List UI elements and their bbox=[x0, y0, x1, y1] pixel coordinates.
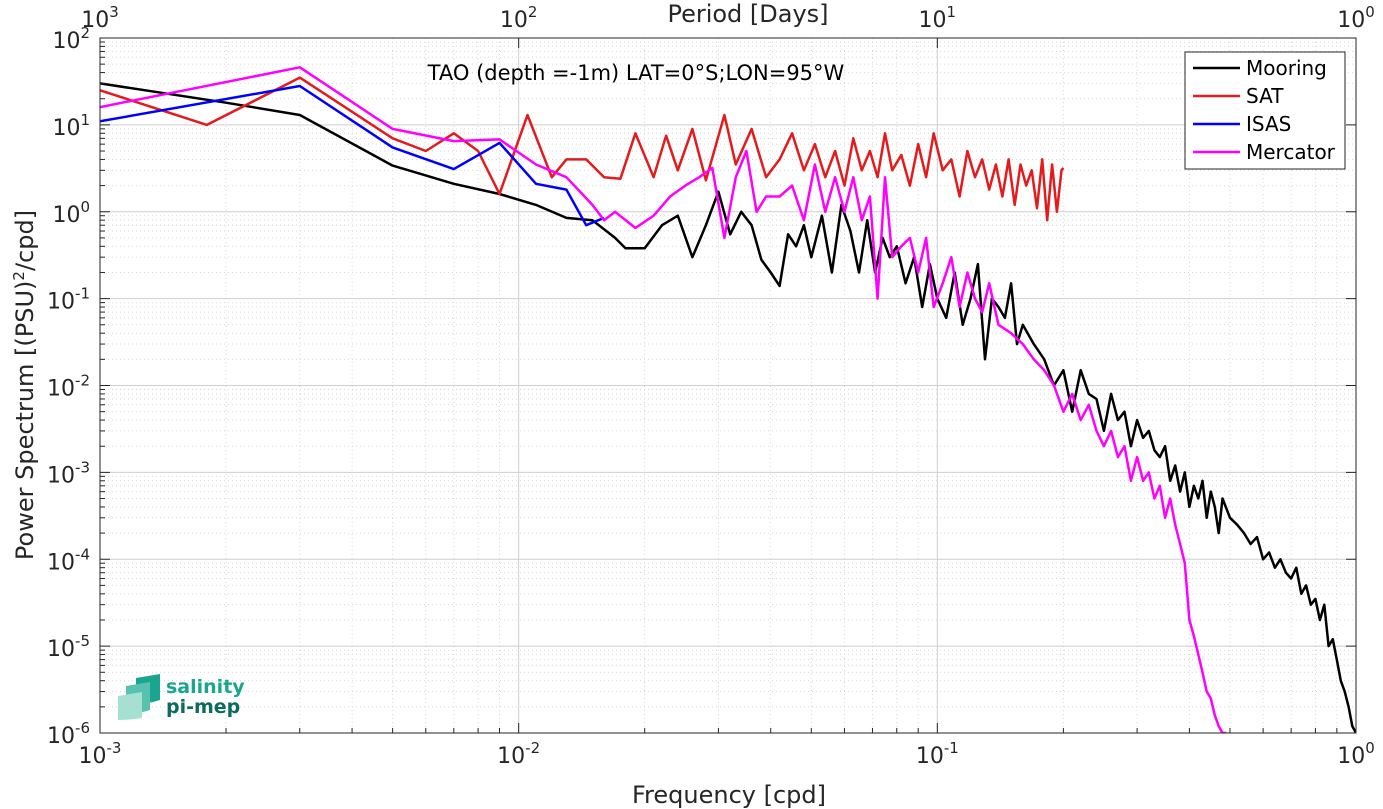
logo-text-pimep: pi-mep bbox=[166, 696, 240, 718]
series-line-mooring bbox=[100, 82, 1356, 733]
y-tick-label-base: 10 bbox=[47, 550, 75, 575]
y-tick-label-base: 10 bbox=[47, 724, 75, 749]
y-tick-label: 10-5 bbox=[47, 632, 90, 662]
y-tick-label-base: 10 bbox=[47, 463, 75, 488]
legend: Mooring SAT ISAS Mercator bbox=[1184, 51, 1346, 170]
y-tick-label-exp: 0 bbox=[80, 198, 90, 216]
top-tick-label: 102 bbox=[500, 3, 538, 33]
series-line-sat bbox=[100, 76, 1065, 222]
minor-grid bbox=[100, 38, 1356, 733]
y-tick-label: 10-4 bbox=[47, 545, 90, 575]
top-tick-label-exp: 2 bbox=[528, 3, 538, 21]
y-axis-title-part1: Power Spectrum [(PSU) bbox=[11, 281, 39, 560]
y-tick-label-exp: -6 bbox=[75, 719, 90, 737]
y-tick-label-exp: -1 bbox=[75, 285, 90, 303]
x-tick-label: 100 bbox=[1337, 739, 1375, 769]
y-tick-label: 10-6 bbox=[47, 719, 90, 749]
logo-text-salinity: salinity bbox=[166, 676, 245, 698]
x-tick-label: 10-2 bbox=[497, 739, 540, 769]
y-tick-label: 10-2 bbox=[47, 372, 90, 402]
y-tick-label: 102 bbox=[52, 24, 90, 54]
y-tick-label: 10-1 bbox=[47, 285, 90, 315]
x-tick-label-exp: -1 bbox=[944, 739, 959, 757]
top-axis-title: Period [Days] bbox=[667, 0, 828, 28]
top-tick-label-exp: 1 bbox=[947, 3, 957, 21]
x-tick-label-base: 10 bbox=[916, 744, 944, 769]
y-tick-label-base: 10 bbox=[52, 203, 80, 228]
y-tick-label-exp: 1 bbox=[80, 111, 90, 129]
tick-marks bbox=[99, 37, 1357, 734]
y-tick-label-base: 10 bbox=[52, 116, 80, 141]
x-tick-label-base: 10 bbox=[79, 744, 107, 769]
y-tick-label-base: 10 bbox=[47, 637, 75, 662]
legend-label-sat: SAT bbox=[1246, 84, 1284, 108]
y-axis-title-sup: 2 bbox=[10, 271, 28, 281]
x-axis-title: Frequency [cpd] bbox=[632, 781, 826, 809]
series-layer bbox=[100, 66, 1356, 733]
x-tick-label-exp: -2 bbox=[525, 739, 540, 757]
top-tick-label-base: 10 bbox=[1337, 8, 1365, 33]
y-tick-label-base: 10 bbox=[47, 290, 75, 315]
x-tick-label-exp: -3 bbox=[107, 739, 122, 757]
y-tick-label-exp: -5 bbox=[75, 632, 90, 650]
top-tick-label-exp: 0 bbox=[1365, 3, 1375, 21]
x-tick-label: 10-3 bbox=[79, 739, 122, 769]
legend-label-isas: ISAS bbox=[1246, 112, 1291, 136]
top-tick-label-base: 10 bbox=[919, 8, 947, 33]
y-tick-label: 101 bbox=[52, 111, 90, 141]
y-tick-label: 100 bbox=[52, 198, 90, 228]
y-tick-label-base: 10 bbox=[47, 377, 75, 402]
y-tick-label-exp: -2 bbox=[75, 372, 90, 390]
legend-label-mooring: Mooring bbox=[1246, 56, 1327, 80]
x-tick-label: 10-1 bbox=[916, 739, 959, 769]
legend-label-mercator: Mercator bbox=[1246, 140, 1336, 164]
series-line-mercator bbox=[100, 66, 1227, 733]
logo-wave-front bbox=[118, 692, 142, 720]
x-tick-label-base: 10 bbox=[497, 744, 525, 769]
top-tick-label-exp: 3 bbox=[109, 3, 119, 21]
y-axis-title: Power Spectrum [(PSU)2/cpd] bbox=[10, 210, 39, 560]
y-tick-label-exp: 2 bbox=[80, 24, 90, 42]
x-tick-label-exp: 0 bbox=[1365, 739, 1375, 757]
y-tick-label-exp: -3 bbox=[75, 458, 90, 476]
top-tick-label-base: 10 bbox=[81, 8, 109, 33]
top-tick-label: 101 bbox=[919, 3, 957, 33]
y-tick-label-exp: -4 bbox=[75, 545, 90, 563]
y-tick-label-base: 10 bbox=[52, 29, 80, 54]
chart-title: TAO (depth =-1m) LAT=0°S;LON=95°W bbox=[427, 61, 845, 85]
y-axis-title-part2: /cpd] bbox=[11, 210, 39, 271]
salinity-pi-mep-logo: salinity pi-mep bbox=[118, 674, 245, 720]
legend-box bbox=[1184, 51, 1346, 170]
top-tick-label: 103 bbox=[81, 3, 119, 33]
series-line-isas bbox=[100, 84, 605, 227]
top-tick-label: 100 bbox=[1337, 3, 1375, 33]
top-tick-label-base: 10 bbox=[500, 8, 528, 33]
y-tick-label: 10-3 bbox=[47, 458, 90, 488]
x-tick-label-base: 10 bbox=[1337, 744, 1365, 769]
